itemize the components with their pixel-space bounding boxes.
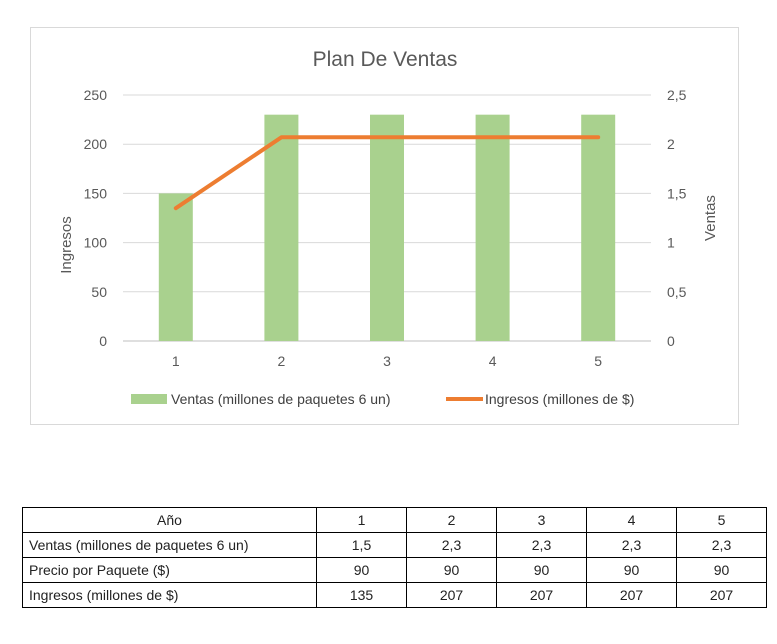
table-header-label: Año [22,507,317,533]
chart-title: Plan De Ventas [313,48,458,71]
right-tick-label: 1,5 [667,185,687,201]
x-tick-label: 2 [278,353,286,369]
left-tick-label: 0 [99,333,107,349]
x-tick-label: 4 [489,353,497,369]
table-row-label: Ingresos (millones de $) [22,582,317,608]
table-header-row: Año 1 2 3 4 5 [22,507,767,533]
table-row-label: Ventas (millones de paquetes 6 un) [22,532,317,558]
right-tick-label: 1 [667,235,675,251]
right-tick-label: 2,5 [667,87,687,103]
table-header-cell: 1 [316,507,407,533]
table-cell: 207 [496,582,587,608]
bar-ventas [158,193,193,341]
right-axis-title: Ventas [702,195,719,241]
x-tick-label: 3 [383,353,391,369]
table-cell: 2,3 [406,532,497,558]
table-header-cell: 4 [586,507,677,533]
combo-chart: Plan De Ventas 0 50 100 150 200 250 0 0,5 1 1,5 2… [58,48,719,407]
right-axis-ticks: 0 0,5 1 1,5 2 2,5 [667,87,687,349]
table-header-cell: 5 [676,507,767,533]
table-cell: 90 [496,557,587,583]
table-cell: 90 [676,557,767,583]
left-tick-label: 200 [84,136,108,152]
x-axis-ticks: 1 2 3 4 5 [172,353,602,369]
table-row: Ventas (millones de paquetes 6 un) 1,5 2,3… [22,532,767,558]
table-cell: 90 [586,557,677,583]
line-series [173,135,601,211]
right-tick-label: 2 [667,136,675,152]
table-cell: 90 [406,557,497,583]
left-axis-title: Ingresos [58,216,75,274]
bar-ventas [370,114,404,342]
table-cell: 2,3 [586,532,677,558]
left-axis-ticks: 0 50 100 150 200 250 [84,87,108,349]
legend: Ventas (millones de paquetes 6 un) Ingre… [131,391,634,407]
table-cell: 2,3 [496,532,587,558]
left-tick-label: 100 [84,235,108,251]
table-header-cell: 2 [406,507,497,533]
left-tick-label: 250 [84,87,108,103]
table-cell: 90 [316,557,407,583]
table-cell: 207 [676,582,767,608]
table-cell: 135 [316,582,407,608]
table-row: Precio por Paquete ($) 90 90 90 90 90 [22,557,767,583]
data-table: Año 1 2 3 4 5 Ventas (millones de paquetes 6 u… [22,507,767,608]
line-ingresos [173,135,601,211]
bar-ventas [475,114,510,342]
table-row-label: Precio por Paquete ($) [22,557,317,583]
bar-ventas [581,114,616,342]
table-cell: 1,5 [316,532,407,558]
x-tick-label: 1 [172,353,180,369]
left-tick-label: 150 [84,185,108,201]
x-tick-label: 5 [594,353,602,369]
legend-label-ingresos: Ingresos (millones de $) [485,391,634,407]
table-cell: 2,3 [676,532,767,558]
left-tick-label: 50 [91,284,107,300]
bar-ventas [264,114,299,342]
legend-label-ventas: Ventas (millones de paquetes 6 un) [171,391,390,407]
table-cell: 207 [586,582,677,608]
table-row: Ingresos (millones de $) 135 207 207 207 207 [22,582,767,608]
legend-swatch-ventas [131,394,167,404]
chart-container: Plan De Ventas 0 50 100 150 200 250 0 0,5 1 1,5 2… [30,27,739,425]
table-cell: 207 [406,582,497,608]
right-tick-label: 0,5 [667,284,687,300]
table-header-cell: 3 [496,507,587,533]
bar-series [158,114,616,342]
right-tick-label: 0 [667,333,675,349]
